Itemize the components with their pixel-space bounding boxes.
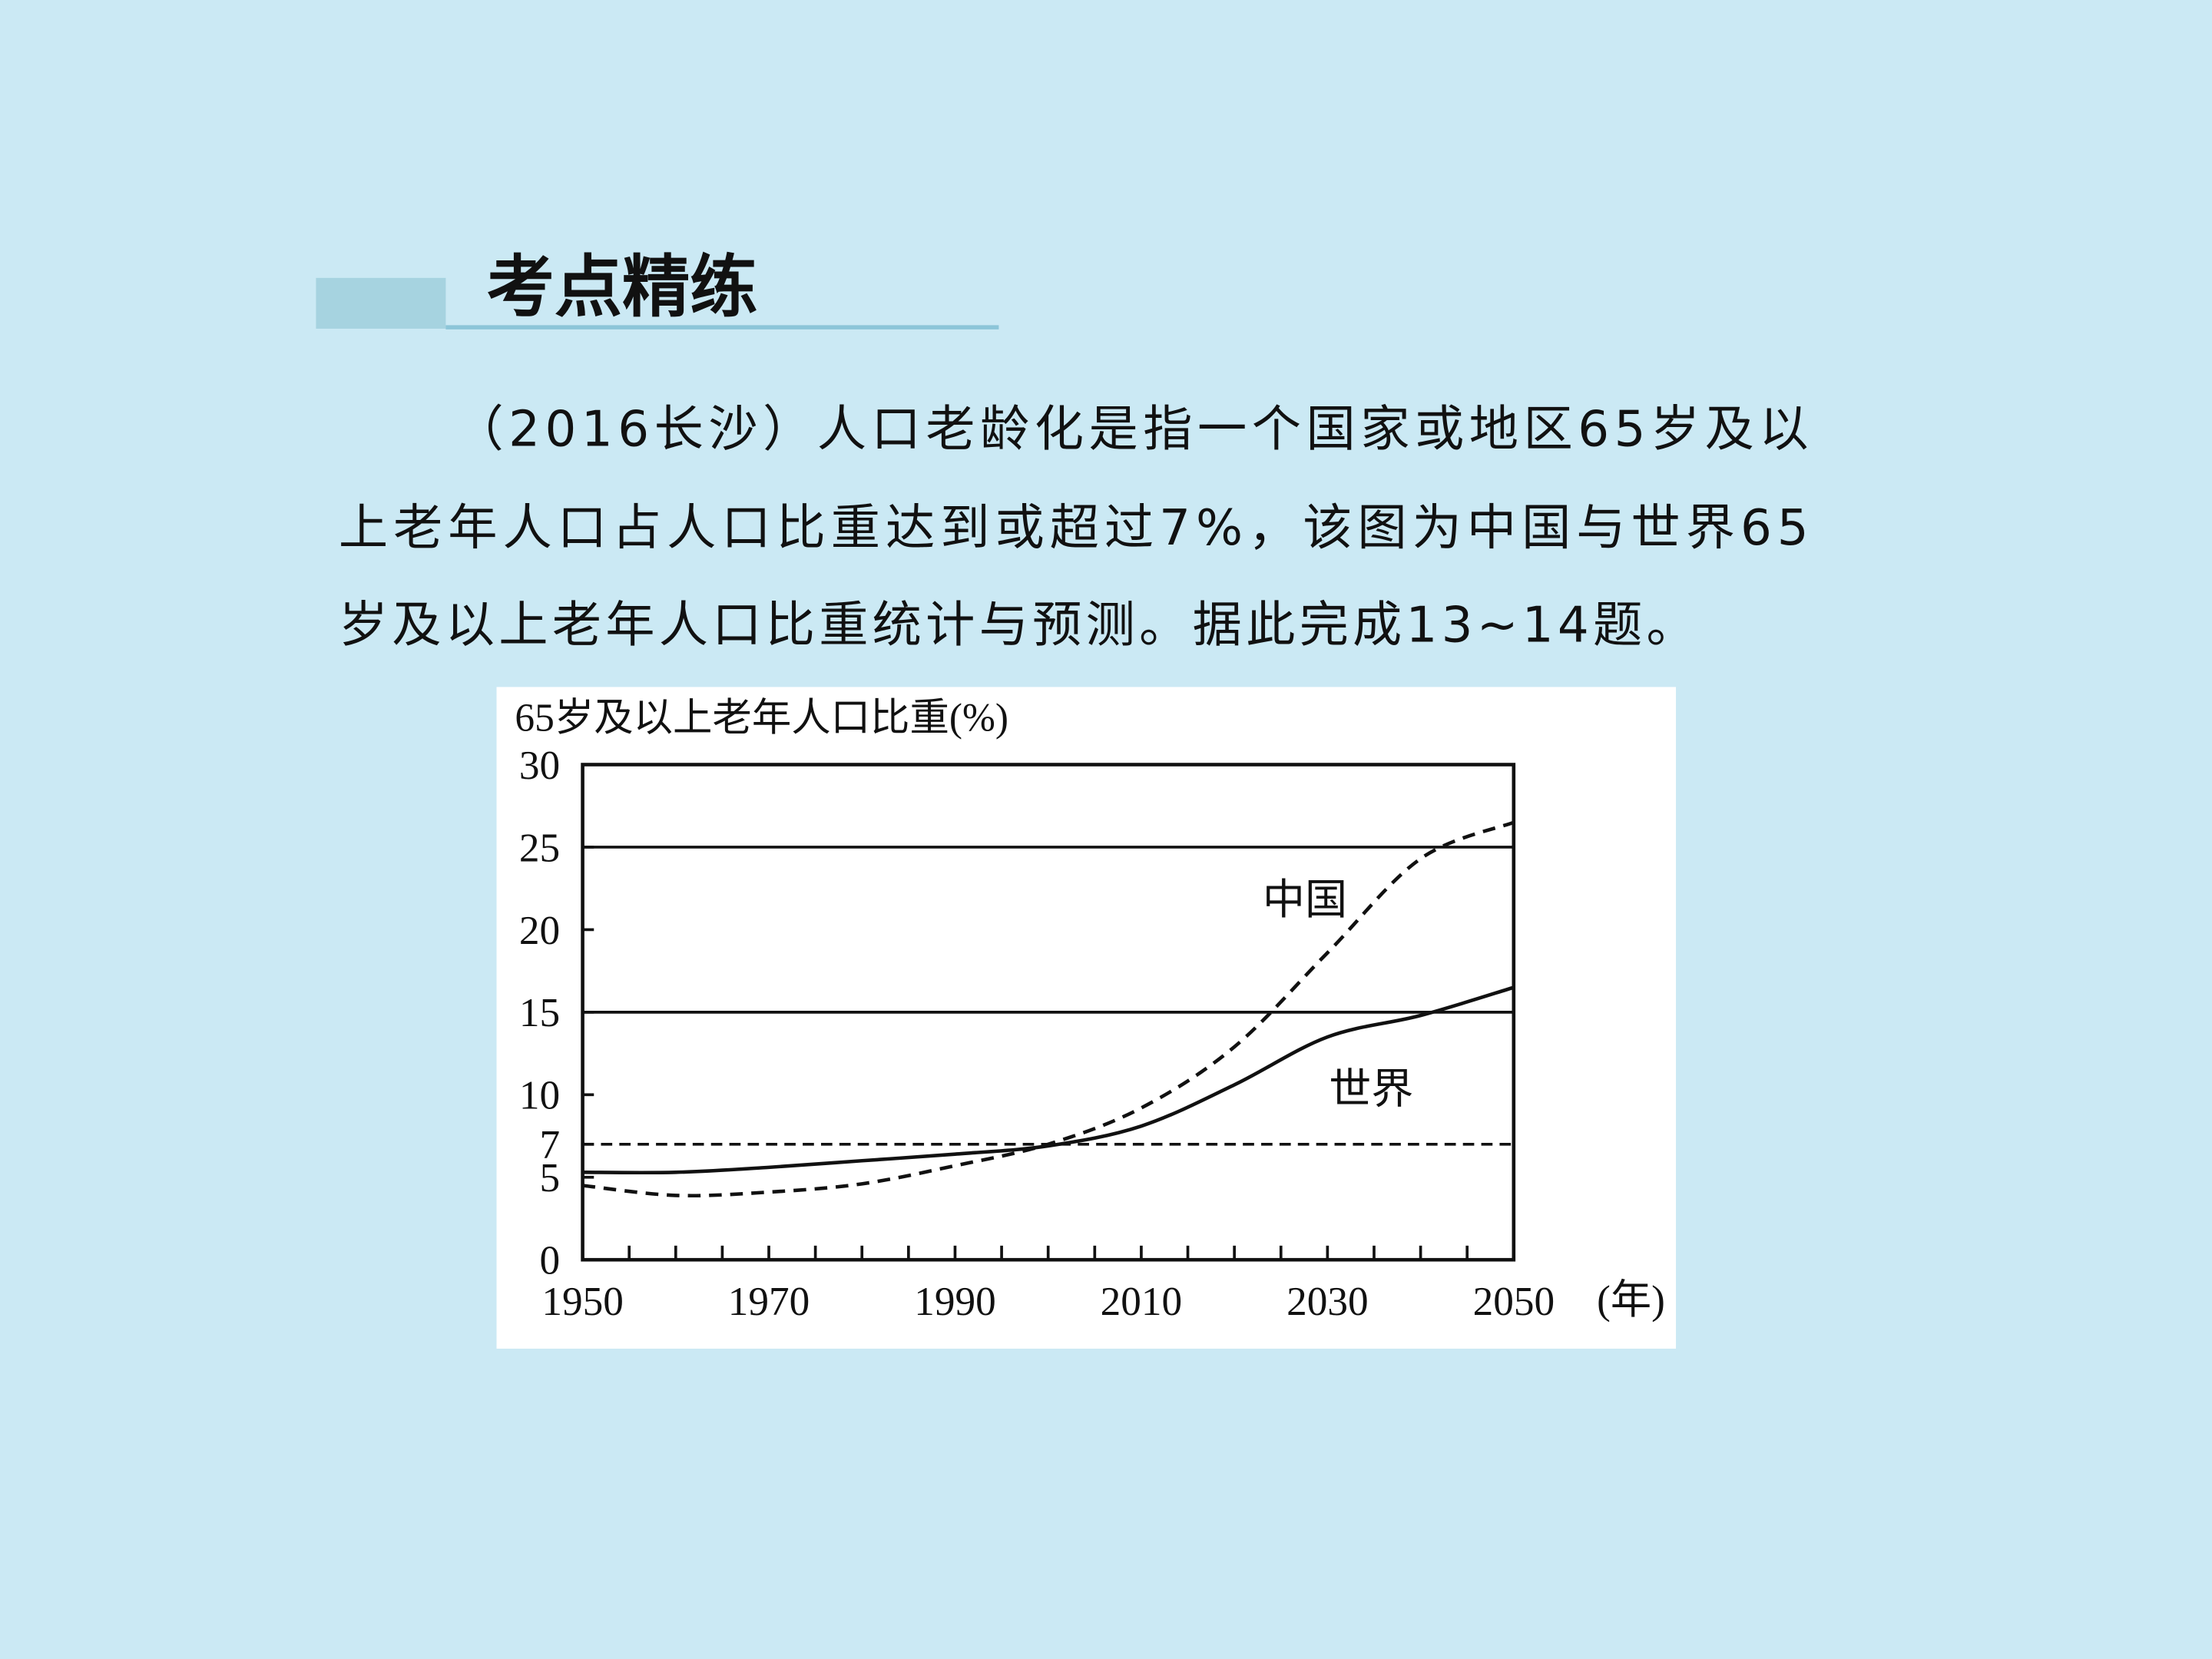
y-tick-label: 15 <box>519 990 560 1035</box>
x-axis-unit: (年) <box>1597 1277 1665 1323</box>
x-tick-label: 2030 <box>1286 1279 1369 1324</box>
y-axis-label: 65岁及以上老年人口比重(%) <box>515 696 1008 740</box>
y-tick-label: 0 <box>540 1238 561 1283</box>
header-block <box>316 277 446 329</box>
paragraph-line: （2016长沙）人口老龄化是指一个国家或地区65岁及以 <box>454 400 1808 458</box>
x-tick-label: 2050 <box>1473 1279 1555 1324</box>
y-tick-label: 5 <box>540 1155 561 1200</box>
y-tick-label: 25 <box>519 825 560 870</box>
x-tick-label: 1950 <box>541 1279 624 1324</box>
y-tick-label: 20 <box>519 908 560 953</box>
y-tick-label: 7 <box>540 1122 561 1167</box>
paragraph-line: 岁及以上老年人口比重统计与预测。据此完成13~14题。 <box>339 597 1696 654</box>
y-tick-label: 10 <box>519 1073 560 1118</box>
y-tick-label: 30 <box>519 743 560 788</box>
series-label: 世界 <box>1329 1065 1413 1112</box>
series-label: 中国 <box>1263 876 1347 923</box>
x-tick-label: 2010 <box>1101 1279 1183 1324</box>
x-tick-label: 1990 <box>914 1279 996 1324</box>
series-line <box>582 985 1515 1175</box>
chart-panel <box>496 687 1677 1349</box>
header-title: 考点精练 <box>487 247 758 326</box>
x-tick-label: 1970 <box>728 1279 810 1324</box>
paragraph-line: 上老年人口占人口比重达到或超过7%，该图为中国与世界65 <box>339 499 1809 557</box>
